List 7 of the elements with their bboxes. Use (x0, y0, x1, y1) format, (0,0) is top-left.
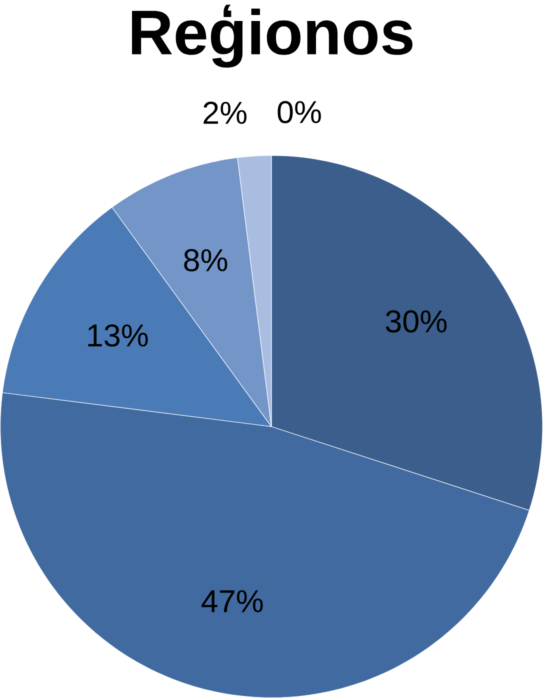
text: 0% (278, 100, 321, 124)
data-label: 13% (88, 324, 148, 347)
chart-title: Reģionos (132, 4, 413, 68)
data-label: 30% (386, 310, 447, 333)
data-label: 2% (204, 102, 247, 124)
data-label: 8% (184, 249, 228, 272)
data-label: 47% (202, 590, 263, 612)
